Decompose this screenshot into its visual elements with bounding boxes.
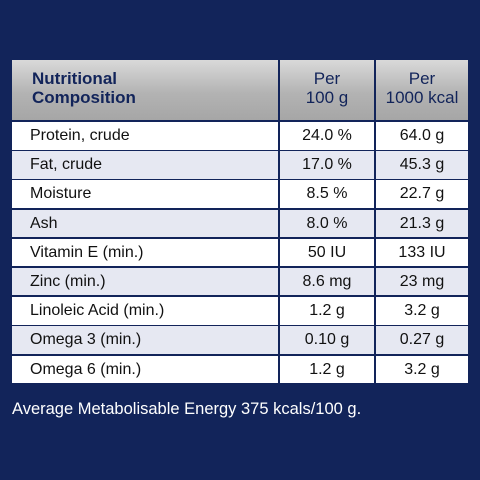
- value-per-100g: 17.0 %: [280, 151, 374, 179]
- nutrient-name: Linoleic Acid (min.): [12, 297, 278, 325]
- header-col2-line1: Per: [408, 69, 436, 88]
- value-per-100g: 8.6 mg: [280, 267, 374, 296]
- value-per-1000kcal: 133 IU: [376, 238, 468, 267]
- table-row: Omega 6 (min.) 1.2 g 3.2 g: [12, 355, 468, 385]
- value-per-100g: 1.2 g: [280, 297, 374, 325]
- value-per-1000kcal: 3.2 g: [376, 297, 468, 325]
- table-row: Vitamin E (min.) 50 IU 133 IU: [12, 238, 468, 268]
- nutrient-name: Omega 6 (min.): [12, 355, 278, 383]
- table-row: Omega 3 (min.) 0.10 g 0.27 g: [12, 326, 468, 355]
- value-per-100g: 1.2 g: [280, 355, 374, 383]
- nutrient-name: Zinc (min.): [12, 267, 278, 296]
- table-body: Protein, crude 24.0 % 64.0 g Fat, crude …: [12, 122, 468, 385]
- table-row: Ash 8.0 % 21.3 g: [12, 209, 468, 239]
- value-per-100g: 24.0 %: [280, 122, 374, 150]
- value-per-1000kcal: 23 mg: [376, 267, 468, 296]
- value-per-1000kcal: 64.0 g: [376, 122, 468, 150]
- value-per-1000kcal: 3.2 g: [376, 355, 468, 383]
- table-row: Moisture 8.5 % 22.7 g: [12, 180, 468, 209]
- value-per-100g: 8.5 %: [280, 180, 374, 208]
- header-col1-line2: 100 g: [305, 88, 349, 107]
- header-per-100g: Per 100 g: [280, 60, 374, 120]
- nutrient-name: Vitamin E (min.): [12, 238, 278, 267]
- header-col1-line1: Per: [313, 69, 341, 88]
- nutrient-name: Ash: [12, 209, 278, 238]
- energy-footnote: Average Metabolisable Energy 375 kcals/1…: [12, 400, 362, 418]
- nutrient-name: Fat, crude: [12, 151, 278, 179]
- nutrient-name: Moisture: [12, 180, 278, 208]
- header-name-line2: Composition: [32, 88, 136, 107]
- value-per-100g: 0.10 g: [280, 326, 374, 354]
- value-per-1000kcal: 0.27 g: [376, 326, 468, 354]
- table-row: Fat, crude 17.0 % 45.3 g: [12, 151, 468, 180]
- table-row: Protein, crude 24.0 % 64.0 g: [12, 122, 468, 151]
- value-per-1000kcal: 21.3 g: [376, 209, 468, 238]
- nutrient-name: Omega 3 (min.): [12, 326, 278, 354]
- table-row: Zinc (min.) 8.6 mg 23 mg: [12, 267, 468, 297]
- value-per-1000kcal: 45.3 g: [376, 151, 468, 179]
- table-row: Linoleic Acid (min.) 1.2 g 3.2 g: [12, 297, 468, 326]
- nutrient-name: Protein, crude: [12, 122, 278, 150]
- value-per-100g: 8.0 %: [280, 209, 374, 238]
- header-nutritional-composition: Nutritional Composition: [12, 60, 278, 120]
- value-per-1000kcal: 22.7 g: [376, 180, 468, 208]
- header-per-1000kcal: Per 1000 kcal: [376, 60, 468, 120]
- value-per-100g: 50 IU: [280, 238, 374, 267]
- header-col2-line2: 1000 kcal: [385, 88, 459, 107]
- nutrition-table: Nutritional Composition Per 100 g Per 10…: [12, 60, 468, 390]
- header-name-line1: Nutritional: [32, 69, 117, 88]
